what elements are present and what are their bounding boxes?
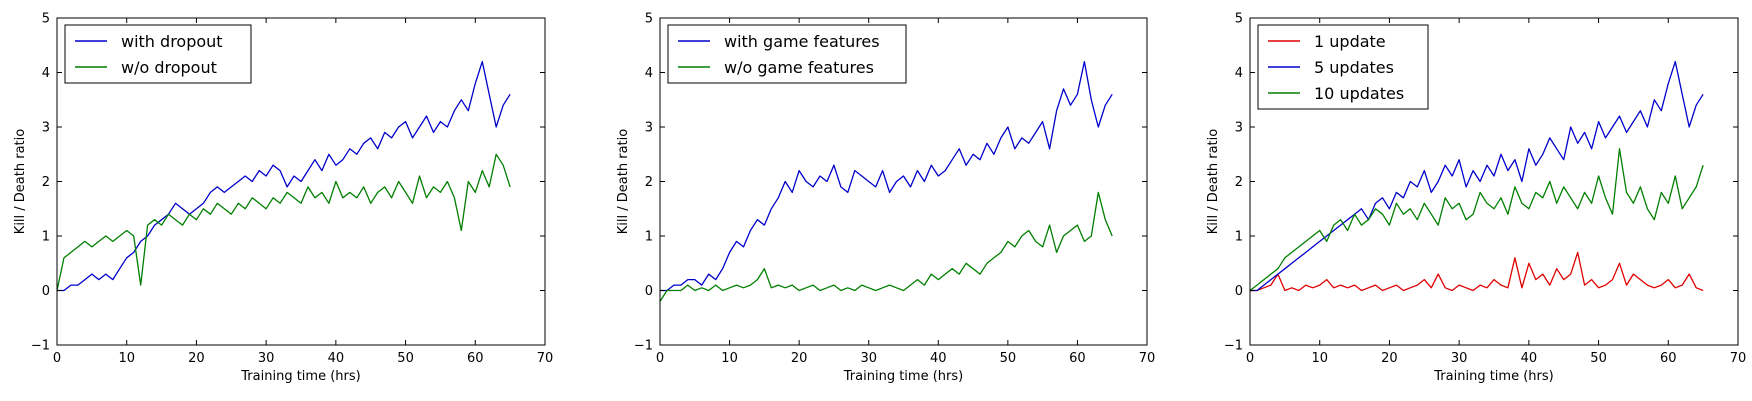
y-tick-label: 0 [645, 284, 653, 299]
y-tick-label: −1 [31, 339, 50, 354]
x-axis-label: Training time (hrs) [1433, 369, 1553, 384]
series-line-1 [56, 153, 511, 291]
x-tick-label: 70 [537, 351, 554, 366]
x-tick-label: 40 [930, 351, 947, 366]
x-tick-label: 30 [860, 351, 877, 366]
series-line-0 [660, 60, 1113, 292]
series-line-1 [1250, 60, 1704, 292]
legend-entry: 1 update [1314, 32, 1386, 51]
legend-entry: with dropout [121, 32, 223, 51]
x-tick-label: 0 [1246, 351, 1254, 366]
series-line-0 [57, 60, 511, 292]
legend [64, 24, 252, 84]
x-tick-label: 30 [1451, 351, 1468, 366]
y-tick-label: 2 [42, 175, 50, 190]
y-tick-label: 4 [42, 66, 50, 81]
y-tick-label: 1 [645, 230, 653, 245]
x-tick-label: 70 [1730, 351, 1747, 366]
y-tick-label: 4 [1235, 66, 1243, 81]
y-axis-label: Kill / Death ratio [13, 129, 28, 234]
x-tick-label: 20 [791, 351, 808, 366]
y-tick-label: 5 [1235, 12, 1243, 27]
y-axis-label: Kill / Death ratio [1206, 129, 1221, 234]
y-tick-label: 0 [42, 284, 50, 299]
x-tick-label: 60 [1069, 351, 1086, 366]
x-tick-label: 10 [118, 351, 135, 366]
y-tick-label: 3 [645, 121, 653, 136]
legend-entry: w/o dropout [121, 58, 217, 77]
x-tick-label: 50 [397, 351, 414, 366]
y-tick-label: 1 [1235, 230, 1243, 245]
x-tick-label: 50 [1590, 351, 1607, 366]
y-tick-label: 4 [645, 66, 653, 81]
x-tick-label: 0 [656, 351, 664, 366]
y-tick-label: −1 [1224, 339, 1243, 354]
legend [667, 24, 907, 84]
x-tick-label: 60 [467, 351, 484, 366]
x-tick-label: 40 [328, 351, 345, 366]
x-tick-label: 60 [1660, 351, 1677, 366]
x-tick-label: 70 [1139, 351, 1156, 366]
y-tick-label: 3 [1235, 121, 1243, 136]
y-tick-label: 5 [645, 12, 653, 27]
legend-entry: 5 updates [1314, 58, 1394, 77]
x-tick-label: 50 [1000, 351, 1017, 366]
y-tick-label: 1 [42, 230, 50, 245]
y-tick-label: 2 [1235, 175, 1243, 190]
y-tick-label: 3 [42, 121, 50, 136]
x-axis-label: Training time (hrs) [240, 369, 360, 384]
series-line-1 [659, 191, 1113, 302]
x-tick-label: 20 [188, 351, 205, 366]
y-tick-label: −1 [634, 339, 653, 354]
series-line-2 [1249, 148, 1704, 292]
y-tick-label: 5 [42, 12, 50, 27]
x-tick-label: 10 [1311, 351, 1328, 366]
x-tick-label: 10 [721, 351, 738, 366]
legend-entry: w/o game features [724, 58, 874, 77]
series-line-0 [1250, 251, 1704, 292]
x-tick-label: 30 [258, 351, 275, 366]
legend-entry: with game features [724, 32, 880, 51]
x-axis-label: Training time (hrs) [843, 369, 963, 384]
x-tick-label: 40 [1521, 351, 1538, 366]
x-tick-label: 20 [1381, 351, 1398, 366]
y-axis-label: Kill / Death ratio [616, 129, 631, 234]
x-tick-label: 0 [53, 351, 61, 366]
y-tick-label: 0 [1235, 284, 1243, 299]
y-tick-label: 2 [645, 175, 653, 190]
legend-entry: 10 updates [1314, 84, 1404, 103]
